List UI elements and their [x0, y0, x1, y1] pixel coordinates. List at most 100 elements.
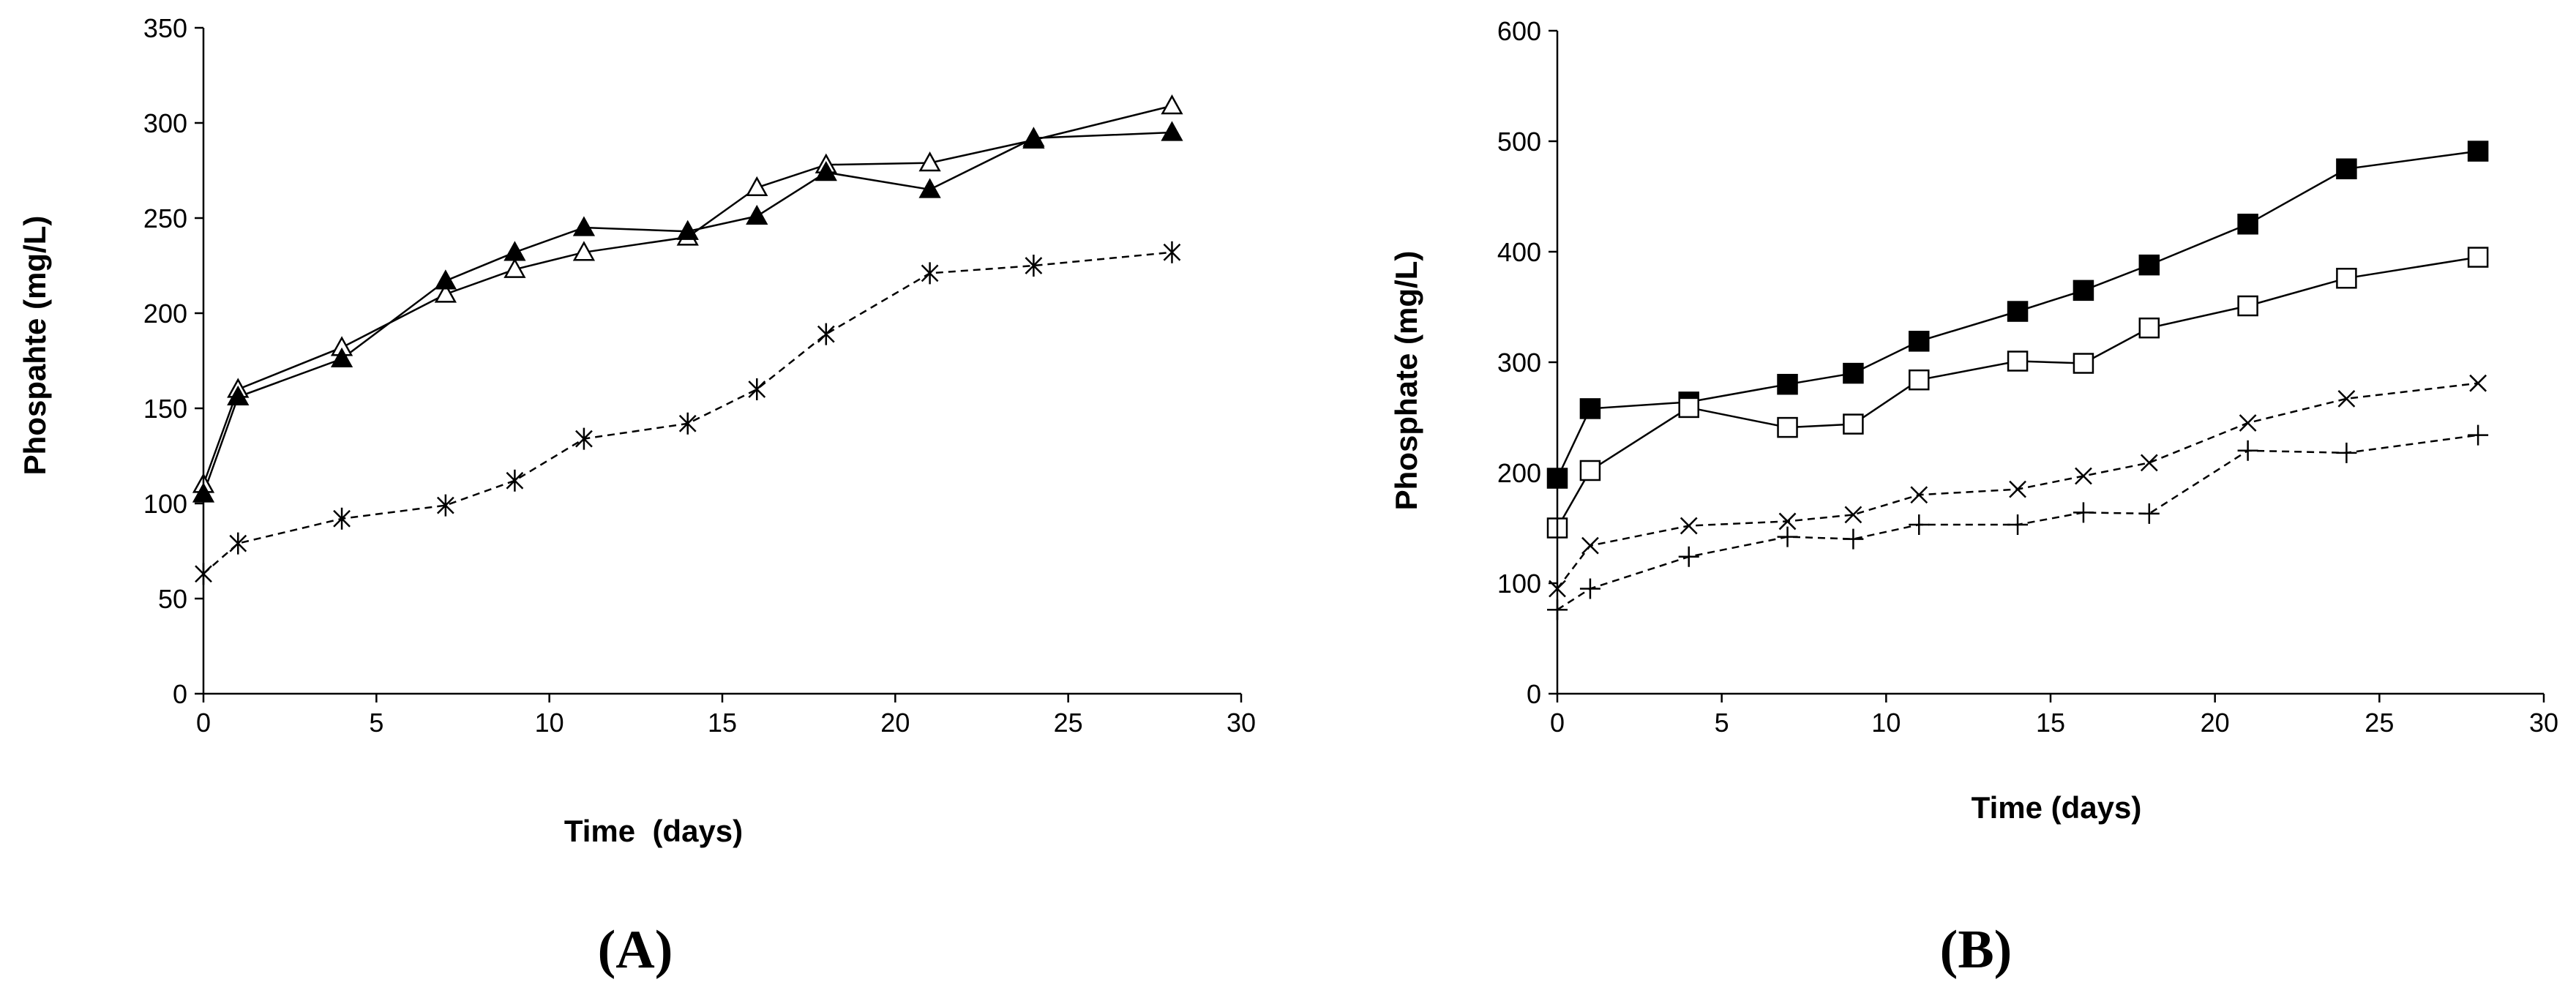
chart-b-x-tick-label: 5 — [1715, 708, 1729, 738]
chart-a-series-1-point — [746, 176, 768, 197]
chart-b-series-1-point — [2336, 158, 2357, 179]
chart-a-series-3-point — [678, 412, 697, 435]
chart-b-series-3-point — [2075, 467, 2092, 485]
chart-b-series-1-point — [1579, 398, 1601, 419]
chart-b-y-tick-label: 100 — [1497, 569, 1541, 599]
chart-a-series — [192, 94, 1183, 585]
chart-a-x-tick-label: 10 — [535, 708, 564, 738]
chart-a-x-tick-label: 25 — [1054, 708, 1083, 738]
chart-b-y-tick-label: 0 — [1527, 679, 1541, 709]
chart-b-y-tick-label: 300 — [1497, 348, 1541, 378]
chart-a-series-2-point — [918, 178, 941, 198]
chart-a-series-3-point — [575, 427, 593, 450]
chart-a-x-tick-label: 5 — [369, 708, 383, 738]
chart-b-y-tick-label: 400 — [1497, 237, 1541, 267]
chart-a-series-2-point — [1161, 121, 1183, 141]
chart-b-series-2-point — [1843, 413, 1864, 435]
chart-b-panel-label: (B) — [1940, 920, 2012, 980]
chart-b-series-2-point — [2467, 247, 2489, 268]
chart-b-series-4-point — [1579, 578, 1600, 599]
chart-a-x-tick-label: 0 — [196, 708, 211, 738]
chart-a-series-2-point — [227, 385, 250, 406]
chart-b-x-axis-title: Time (days) — [1972, 790, 2142, 825]
chart-b-series-1-point — [2073, 280, 2094, 301]
chart-b-series — [1546, 140, 2489, 621]
chart-b-x-tick-label: 0 — [1550, 708, 1565, 738]
chart-a-series-2-point — [503, 241, 526, 261]
chart-b-series-2-point — [2336, 267, 2357, 289]
chart-a-series-1-point — [572, 241, 596, 261]
chart-b-series-4-point — [2073, 502, 2094, 523]
chart-b-series-4-point — [2336, 442, 2357, 463]
chart-a-x-tick-label: 15 — [708, 708, 737, 738]
chart-b-series-4-point — [2007, 514, 2029, 535]
chart-b-series-2-point — [2073, 353, 2094, 374]
chart-a-series-1-point — [434, 282, 457, 303]
chart-b-axes: 0 100 200 300 400 500 600 0 5 10 15 20 25 30 — [1497, 16, 2558, 738]
chart-b-series-3-point — [2009, 480, 2026, 498]
chart-a-labels: Phospahte (mg/L) Time (days) (A) — [18, 216, 743, 980]
chart-a-series-2-point — [815, 161, 837, 181]
chart-b-series-3-point — [2337, 389, 2356, 408]
chart-b-series-3-line — [1557, 382, 2479, 590]
chart-b-series-1-point — [2467, 140, 2489, 162]
chart-b-series-1-point — [1909, 331, 1930, 352]
chart-a-y-tick-label: 250 — [143, 203, 187, 233]
chart-a-series-1-point — [1161, 94, 1183, 115]
chart-a-y-tick-label: 0 — [173, 679, 187, 709]
chart-b-series-3-point — [1680, 517, 1698, 535]
chart-a-x-tick-label: 20 — [880, 708, 910, 738]
chart-a-series-1-point — [918, 151, 941, 172]
chart-a-series-3-point — [506, 469, 524, 492]
chart-a-series-2-point — [434, 269, 457, 290]
chart-b-series-1-point — [2007, 301, 2029, 322]
chart-a-y-tick-label: 100 — [143, 489, 187, 519]
chart-b-series-3-point — [2469, 374, 2487, 392]
chart-b-series-4-point — [2138, 503, 2160, 524]
chart-b-series-3-point — [1910, 486, 1928, 504]
chart-b-y-axis-title: Phosphate (mg/L) — [1389, 251, 1423, 511]
chart-b: 0 100 200 300 400 500 600 0 5 10 15 20 25 30 Phosphat… — [1389, 16, 2558, 980]
chart-b-series-4-point — [1843, 528, 1864, 550]
chart-a-y-tick-label: 200 — [143, 299, 187, 329]
chart-a-y-tick-label: 350 — [143, 13, 187, 43]
chart-b-series-1-point — [1843, 362, 1864, 384]
chart-b-x-tick-label: 15 — [2036, 708, 2065, 738]
chart-a-series-2-point — [1022, 127, 1045, 147]
chart-b-series-1-line — [1556, 150, 2479, 479]
chart-b-x-tick-label: 30 — [2529, 708, 2558, 738]
chart-a-y-axis-title: Phospahte (mg/L) — [18, 216, 52, 476]
chart-b-series-1-point — [1777, 373, 1798, 395]
chart-a-series-2-point — [572, 216, 596, 236]
chart-b-series-3-point — [1844, 506, 1862, 524]
chart-a-series-2-point — [746, 204, 768, 225]
chart-b-series-2-point — [1909, 369, 1930, 391]
chart-b-x-tick-label: 25 — [2365, 708, 2394, 738]
chart-b-series-4-line — [1557, 434, 2479, 611]
chart-b-series-1-point — [2237, 214, 2258, 235]
chart-b-series-2-point — [2007, 351, 2029, 372]
chart-b-series-3-point — [2140, 454, 2158, 472]
chart-a: 0 50 100 150 200 250 300 350 0 5 10 15 20 25 30 Phospa… — [18, 13, 1256, 980]
chart-b-series-2-point — [2138, 317, 2160, 339]
chart-b-series-3-point — [1581, 536, 1599, 555]
chart-a-series-1-point — [503, 258, 526, 278]
chart-b-x-tick-label: 10 — [1871, 708, 1901, 738]
chart-a-series-2-line — [202, 131, 1172, 495]
chart-b-series-4-point — [1909, 514, 1930, 535]
chart-a-y-tick-label: 150 — [143, 394, 187, 424]
chart-b-series-4-point — [1678, 546, 1699, 567]
chart-a-axes: 0 50 100 150 200 250 300 350 0 5 10 15 20 25 30 — [143, 13, 1256, 738]
chart-b-y-tick-label: 500 — [1497, 127, 1541, 157]
chart-a-y-tick-label: 50 — [158, 584, 187, 614]
chart-b-series-3-point — [1778, 512, 1797, 531]
chart-b-series-2-point — [1678, 397, 1699, 419]
chart-a-series-3-point — [436, 494, 454, 517]
chart-a-series-3-point — [333, 507, 351, 530]
chart-a-x-tick-label: 30 — [1227, 708, 1256, 738]
chart-a-y-tick-label: 300 — [143, 108, 187, 138]
chart-b-series-1-point — [2138, 254, 2160, 276]
chart-a-series-3-point — [921, 262, 939, 285]
chart-a-series-3-line — [203, 251, 1172, 575]
